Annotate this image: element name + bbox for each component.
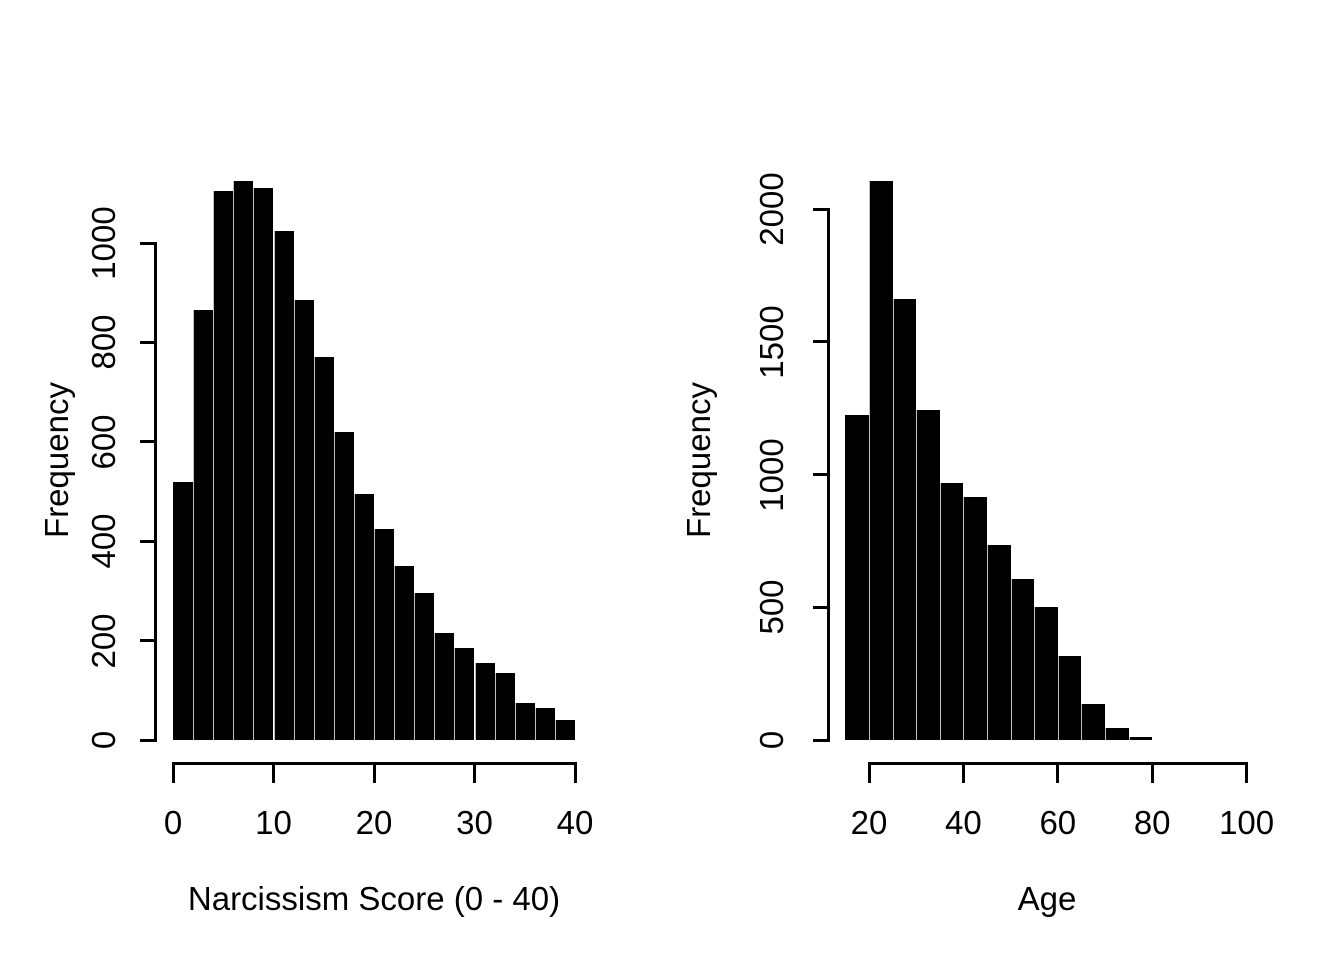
y-axis-tick xyxy=(140,241,155,245)
y-axis-tick xyxy=(813,207,828,211)
y-axis-tick xyxy=(813,473,828,476)
x-axis-tick xyxy=(171,763,175,783)
histogram-bar xyxy=(273,230,294,740)
y-axis-title-right: Frequency xyxy=(680,382,717,538)
histogram-bar xyxy=(892,299,917,740)
histogram-bar xyxy=(253,188,274,740)
y-tick-label: 1500 xyxy=(753,305,790,379)
y-axis-tick xyxy=(813,340,828,344)
x-axis-tick xyxy=(1245,763,1249,783)
y-tick-label: 1000 xyxy=(753,437,790,512)
histogram-bar xyxy=(494,672,515,740)
x-axis-title-left: Narcissism Score (0 - 40) xyxy=(187,880,561,917)
y-axis-tick xyxy=(140,639,155,643)
x-tick-label: 10 xyxy=(255,804,292,841)
y-axis-tick xyxy=(813,605,828,609)
histogram-bar xyxy=(173,481,194,740)
x-tick-label: 100 xyxy=(1219,804,1275,841)
histogram-bar xyxy=(193,310,214,740)
x-tick-label: 20 xyxy=(355,804,393,841)
histogram-bar xyxy=(1105,728,1129,740)
x-tick-label: 0 xyxy=(163,804,183,841)
histogram-bar xyxy=(869,181,893,740)
histogram-bar xyxy=(845,414,869,740)
x-tick-label: 80 xyxy=(1133,804,1171,841)
x-axis-tick xyxy=(1150,763,1154,783)
y-axis-line xyxy=(153,241,157,742)
y-axis-tick xyxy=(813,738,828,742)
y-tick-label: 2000 xyxy=(753,172,790,246)
histogram-bar xyxy=(434,633,455,740)
histogram-bar xyxy=(987,544,1011,740)
histogram-bar xyxy=(1010,579,1035,740)
histogram-bar xyxy=(213,190,234,740)
y-axis-tick xyxy=(140,440,155,444)
x-tick-label: 30 xyxy=(456,804,493,841)
histogram-bar xyxy=(1128,737,1153,740)
y-tick-label: 0 xyxy=(753,730,790,750)
x-axis-tick xyxy=(867,763,871,783)
histogram-bar xyxy=(333,431,354,740)
histogram-bar xyxy=(534,707,555,740)
histogram-bar xyxy=(474,663,495,740)
x-axis-tick xyxy=(961,763,965,783)
histogram-bar xyxy=(293,300,314,740)
histogram-bar xyxy=(939,482,964,740)
x-axis-tick xyxy=(272,763,275,783)
histogram-bar xyxy=(1034,607,1058,741)
x-axis-tick xyxy=(372,763,376,783)
histogram-bar xyxy=(1081,704,1105,740)
histogram-bar xyxy=(963,497,987,740)
x-tick-label: 20 xyxy=(850,804,888,841)
histogram-bar xyxy=(233,180,254,740)
histogram-bar xyxy=(514,702,535,740)
y-axis-tick xyxy=(140,340,155,344)
histogram-bar xyxy=(554,720,575,740)
histogram-bar xyxy=(374,528,395,740)
x-axis-tick xyxy=(1056,763,1060,783)
y-axis-tick xyxy=(140,539,155,543)
histogram-bar xyxy=(414,593,435,740)
x-axis-title-right: Age xyxy=(1017,880,1077,917)
x-tick-label: 40 xyxy=(556,804,594,841)
histogram-bar xyxy=(353,494,374,740)
x-axis-tick xyxy=(473,763,476,783)
histogram-bar xyxy=(1057,656,1082,740)
histogram-bar xyxy=(394,566,415,740)
x-axis-tick xyxy=(573,763,577,783)
histogram-bar xyxy=(916,409,940,740)
histogram-bar xyxy=(454,648,475,740)
x-tick-label: 40 xyxy=(945,804,982,841)
y-axis-tick xyxy=(140,738,155,742)
y-axis-line xyxy=(826,207,830,742)
histogram-bar xyxy=(313,357,334,740)
y-tick-label: 500 xyxy=(753,579,790,635)
x-tick-label: 60 xyxy=(1039,804,1077,841)
